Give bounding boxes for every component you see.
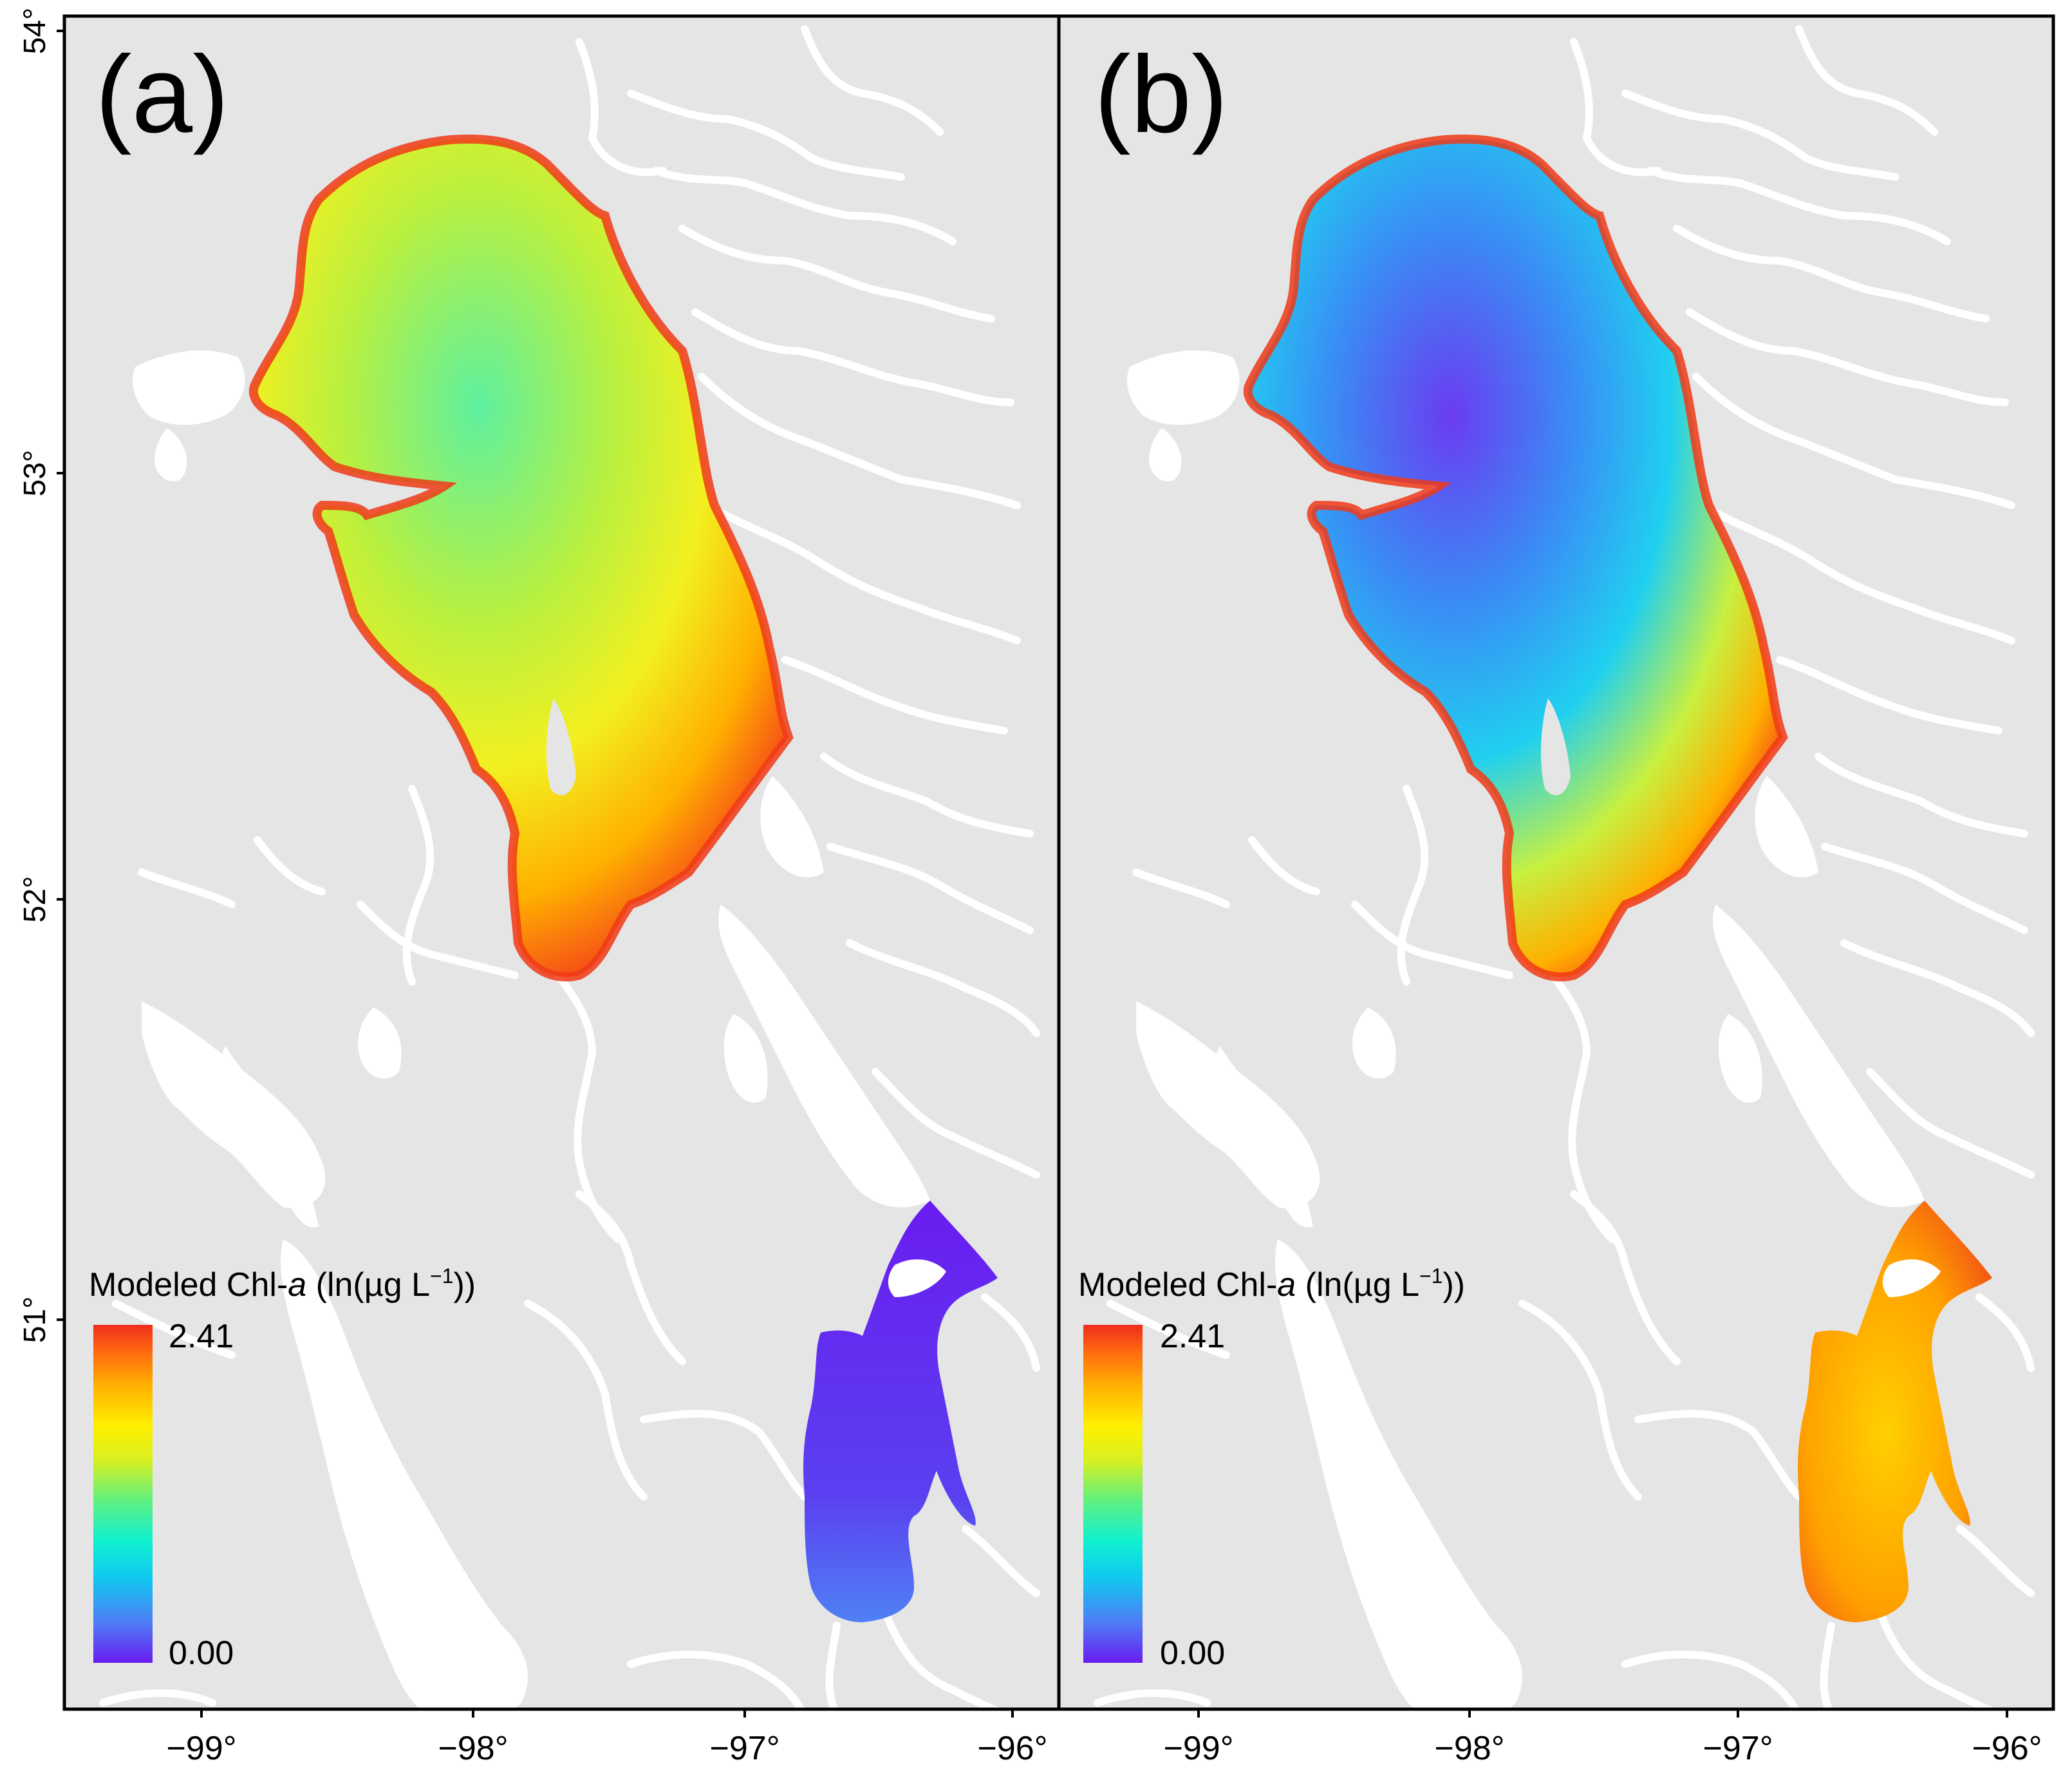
panel-b-legend-title: Modeled Chl-a (ln(µg L−1)) — [1078, 1264, 1465, 1304]
x-tick-label: −99° — [166, 1730, 236, 1767]
x-tick-label: −97° — [709, 1730, 779, 1767]
panel-b: (b) Modeled Chl-a (ln(µg L−1)) 2.41 0.00 — [1057, 14, 2055, 1711]
y-tick-label: 54° — [18, 8, 52, 55]
y-tick-label: 52° — [18, 876, 52, 923]
panel-a: (a) Modeled Chl-a (ln(µg L−1)) 2.41 0.00 — [62, 14, 1061, 1711]
panel-b-colorbar — [1083, 1325, 1143, 1663]
x-tick-label: −98° — [1434, 1730, 1504, 1767]
panel-a-legend-max: 2.41 — [169, 1318, 234, 1355]
y-tick-51: 51° — [18, 1297, 64, 1344]
y-axis: 54° 53° 52° 51° — [18, 8, 64, 1344]
x-axis: −99° −98° −97° −96° −99° −98° −97° −96° — [166, 1709, 2042, 1767]
x-tick-label: −96° — [1972, 1730, 2042, 1767]
y-tick-54: 54° — [18, 8, 64, 55]
x-tick-label: −96° — [977, 1730, 1047, 1767]
panel-b-label: (b) — [1094, 33, 1228, 156]
x-tick-label: −99° — [1163, 1730, 1233, 1767]
panel-b-legend: Modeled Chl-a (ln(µg L−1)) 2.41 0.00 — [1078, 1264, 1465, 1672]
panel-a-legend-title: Modeled Chl-a (ln(µg L−1)) — [89, 1264, 476, 1304]
y-tick-label: 53° — [18, 450, 52, 497]
panel-a-legend-min: 0.00 — [169, 1634, 234, 1672]
panel-a-legend: Modeled Chl-a (ln(µg L−1)) 2.41 0.00 — [89, 1264, 476, 1672]
panel-a-colorbar — [93, 1325, 153, 1663]
x-tick-label: −98° — [438, 1730, 508, 1767]
panel-a-label: (a) — [95, 33, 229, 156]
y-tick-label: 51° — [18, 1297, 52, 1344]
panel-b-frame — [1057, 14, 2055, 1711]
y-tick-52: 52° — [18, 876, 64, 923]
panel-b-legend-max: 2.41 — [1160, 1318, 1225, 1355]
y-tick-53: 53° — [18, 450, 64, 497]
panel-b-legend-min: 0.00 — [1160, 1634, 1225, 1672]
x-tick-label: −97° — [1703, 1730, 1773, 1767]
